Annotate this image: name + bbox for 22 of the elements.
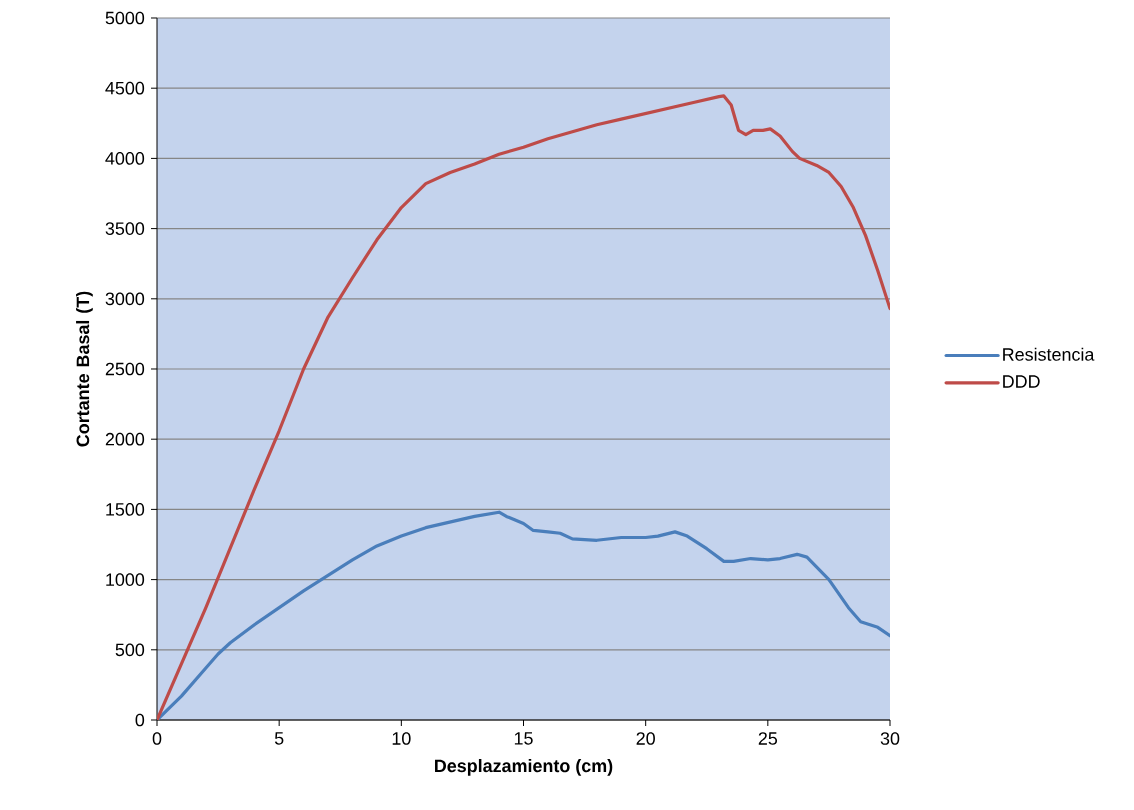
x-tick-label: 20	[636, 732, 655, 745]
y-axis-title: Cortante Basal (T)	[76, 291, 93, 447]
x-axis-title: Desplazamiento (cm)	[435, 759, 613, 776]
y-tick-label: 0	[135, 713, 145, 727]
y-tick-label: 3500	[105, 222, 145, 235]
x-tick-label: 30	[880, 732, 900, 745]
legend-label: Resistencia	[1003, 347, 1095, 361]
y-tick-label: 1000	[106, 573, 145, 586]
x-tick-label: 15	[514, 732, 533, 745]
x-tick-label: 5	[274, 732, 284, 745]
y-tick-label: 4500	[105, 81, 145, 95]
legend-label: DDD	[1003, 375, 1040, 388]
x-tick-label: 0	[152, 732, 162, 745]
y-tick-label: 5000	[105, 11, 145, 25]
x-tick-label: 10	[392, 732, 411, 745]
y-tick-label: 2500	[105, 362, 145, 376]
x-tick-label: 25	[758, 732, 778, 745]
y-tick-label: 2000	[105, 432, 145, 446]
y-tick-label: 1500	[106, 503, 145, 516]
y-tick-label: 4000	[105, 152, 145, 165]
y-tick-label: 500	[115, 643, 145, 657]
y-tick-label: 3000	[105, 292, 145, 306]
